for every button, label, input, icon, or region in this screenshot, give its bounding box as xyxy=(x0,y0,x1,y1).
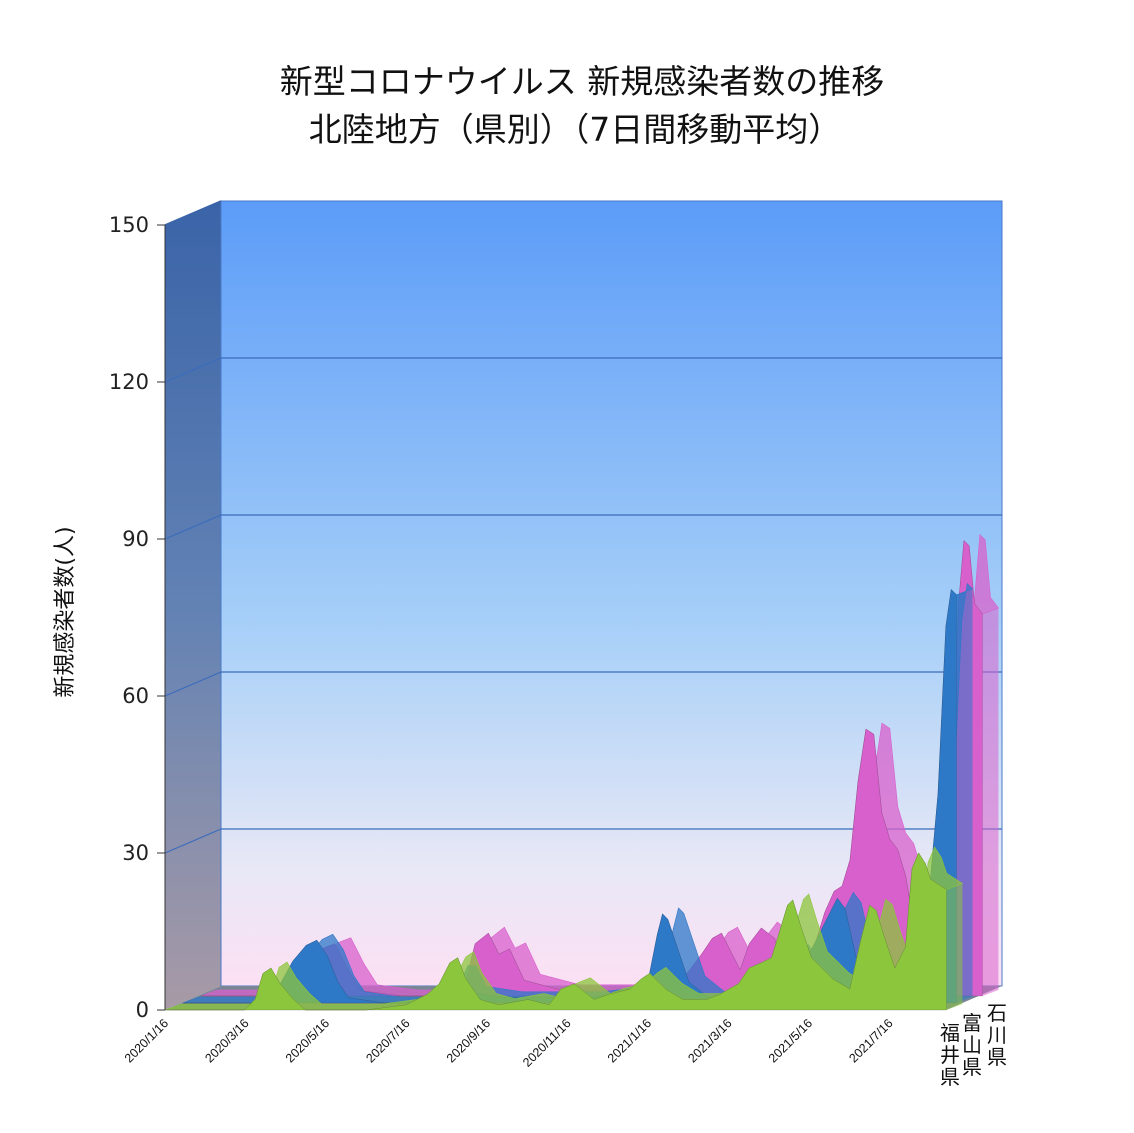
x-axis: 2020/1/16 2020/3/16 2020/5/16 2020/7/16 2020… xyxy=(122,1016,896,1070)
y-tick-label: 120 xyxy=(109,370,149,394)
side-wall xyxy=(165,201,221,1010)
x-tick-label: 2021/3/16 xyxy=(685,1016,734,1065)
x-tick-label: 2021/7/16 xyxy=(846,1016,895,1065)
chart-subtitle: 北陸地方（県別）（7日間移動平均） xyxy=(309,110,842,149)
x-tick-label: 2020/11/16 xyxy=(520,1016,574,1070)
x-tick-label: 2020/9/16 xyxy=(444,1016,493,1065)
y-tick-label: 90 xyxy=(122,527,149,551)
series-layer xyxy=(164,534,999,1011)
depth-label: 福井県 xyxy=(940,1021,960,1089)
x-tick-label: 2020/1/16 xyxy=(122,1016,171,1065)
y-axis-label: 新規感染者数(人) xyxy=(53,526,78,697)
x-tick-label: 2021/5/16 xyxy=(766,1016,815,1065)
x-tick-label: 2020/7/16 xyxy=(363,1016,412,1065)
gridline-side xyxy=(164,357,222,383)
x-tick-label: 2020/3/16 xyxy=(202,1016,251,1065)
depth-label: 石川県 xyxy=(987,1001,1007,1069)
back-wall-top-edge xyxy=(164,200,222,226)
series-end-cap xyxy=(946,883,963,1010)
x-tick-label: 2020/5/16 xyxy=(283,1016,332,1065)
y-tick-label: 30 xyxy=(122,841,149,865)
y-tick-label: 150 xyxy=(109,213,149,237)
chart-title: 新型コロナウイルス 新規感染者数の推移 xyxy=(280,62,885,101)
series-end-cap xyxy=(982,607,999,996)
gridline-side xyxy=(164,514,222,540)
gridline-side xyxy=(164,671,222,697)
y-tick-label: 60 xyxy=(122,684,149,708)
series-area xyxy=(165,852,947,1011)
x-tick-label: 2021/1/16 xyxy=(605,1016,654,1065)
depth-label: 富山県 xyxy=(962,1011,982,1079)
y-axis: 0 30 60 90 120 150 xyxy=(109,213,166,1022)
gridlines xyxy=(164,357,1002,854)
series-福井県 xyxy=(164,846,964,1011)
y-tick-label: 0 xyxy=(136,998,149,1022)
gridline-side xyxy=(164,828,222,854)
